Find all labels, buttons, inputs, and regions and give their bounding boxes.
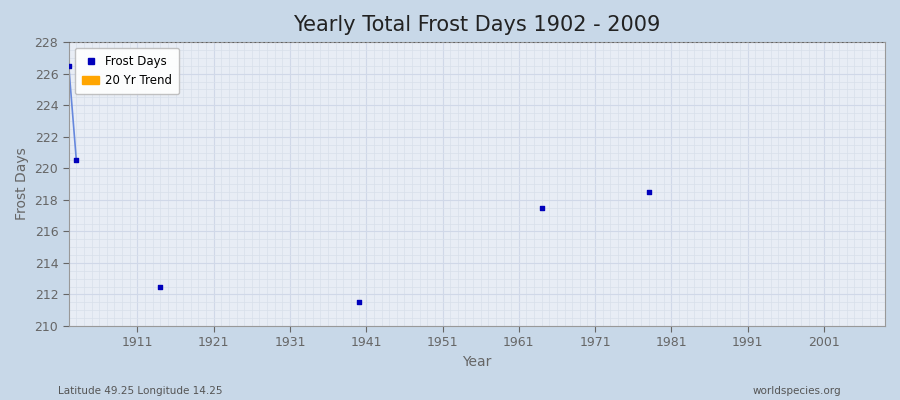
Point [69, 157, 84, 164]
Text: Latitude 49.25 Longitude 14.25: Latitude 49.25 Longitude 14.25 [58, 386, 223, 396]
Point [642, 189, 656, 195]
X-axis label: Year: Year [463, 355, 491, 369]
Point [535, 204, 549, 211]
Legend: Frost Days, 20 Yr Trend: Frost Days, 20 Yr Trend [75, 48, 179, 94]
Point [61, 62, 76, 69]
Text: worldspecies.org: worldspecies.org [753, 386, 842, 396]
Point [351, 299, 365, 306]
Y-axis label: Frost Days: Frost Days [15, 148, 29, 220]
Point [153, 283, 167, 290]
Title: Yearly Total Frost Days 1902 - 2009: Yearly Total Frost Days 1902 - 2009 [293, 15, 661, 35]
